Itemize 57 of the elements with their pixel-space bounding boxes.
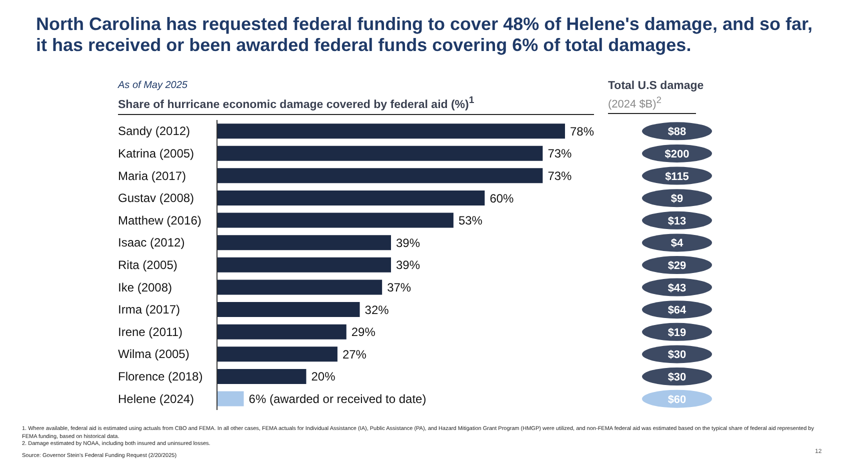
data-label: 78%	[570, 124, 594, 138]
bar	[217, 324, 346, 340]
chart-subtitle: As of May 2025	[118, 80, 188, 91]
x-axis-title: Share of hurricane economic damage covered by federal aid (%)$^{1}$	[118, 95, 594, 115]
data-label: 53%	[458, 214, 483, 228]
data-label: $13	[668, 215, 686, 228]
y-tick-label: Irma (2017)	[118, 302, 180, 317]
data-label: 39%	[396, 258, 420, 272]
data-label: $19	[668, 326, 686, 339]
bar	[217, 391, 244, 406]
bar	[217, 235, 391, 250]
text: Total U.S damage	[608, 80, 705, 92]
y-tick-label: Maria (2017)	[118, 168, 186, 183]
data-label: $43	[668, 282, 686, 294]
bar	[217, 280, 382, 295]
data-label: 60%	[490, 191, 514, 206]
bar	[217, 146, 543, 161]
bar	[217, 212, 454, 228]
data-label: $88	[668, 126, 686, 138]
data-label: $30	[668, 349, 686, 362]
data-label: 20%	[311, 370, 336, 384]
data-label: 73%	[548, 168, 572, 183]
bar	[217, 124, 565, 139]
y-tick-label: Sandy (2012)	[118, 124, 190, 138]
y-tick-label: Helene (2024)	[118, 392, 194, 406]
data-label: $115	[665, 170, 689, 183]
data-label: 6% (awarded or received to date)	[248, 392, 426, 406]
y-tick-label: Florence (2018)	[118, 370, 203, 384]
y-tick-label: Irene (2011)	[118, 324, 182, 339]
data-label: $4	[670, 238, 684, 250]
chart-title: North Carolina has requested federal funding to cover 48% of Helene's damage, and so far, it has received or been awarded federal funds covering 6% of total damages.	[36, 14, 814, 56]
y-tick-label: Isaac (2012)	[118, 236, 185, 250]
y-tick-label: Katrina (2005)	[118, 146, 194, 160]
y-tick-label: Gustav (2008)	[118, 191, 194, 206]
data-label: 27%	[342, 347, 367, 362]
bar	[217, 168, 543, 184]
y-tick-label: Rita (2005)	[118, 258, 178, 272]
bar	[217, 368, 306, 384]
bar	[217, 346, 338, 362]
bar	[217, 257, 391, 272]
data-label: $9	[670, 193, 684, 206]
data-label: 29%	[351, 325, 376, 340]
y-tick-label: Ike (2008)	[118, 280, 172, 294]
data-label: 73%	[548, 146, 572, 161]
data-label: $200	[664, 148, 690, 160]
bar	[217, 302, 360, 318]
bar	[217, 190, 485, 206]
y-tick-label: Matthew (2016)	[118, 213, 202, 228]
y-tick-label: Wilma (2005)	[118, 347, 190, 362]
data-label: $60	[668, 394, 686, 406]
text: (2024 $B)$^{2}$	[608, 95, 696, 114]
data-label: $29	[668, 260, 686, 272]
data-label: $30	[668, 372, 686, 384]
data-label: 39%	[396, 236, 420, 250]
data-label: $64	[668, 304, 688, 317]
data-label: 37%	[387, 280, 412, 294]
data-label: 32%	[364, 302, 390, 317]
